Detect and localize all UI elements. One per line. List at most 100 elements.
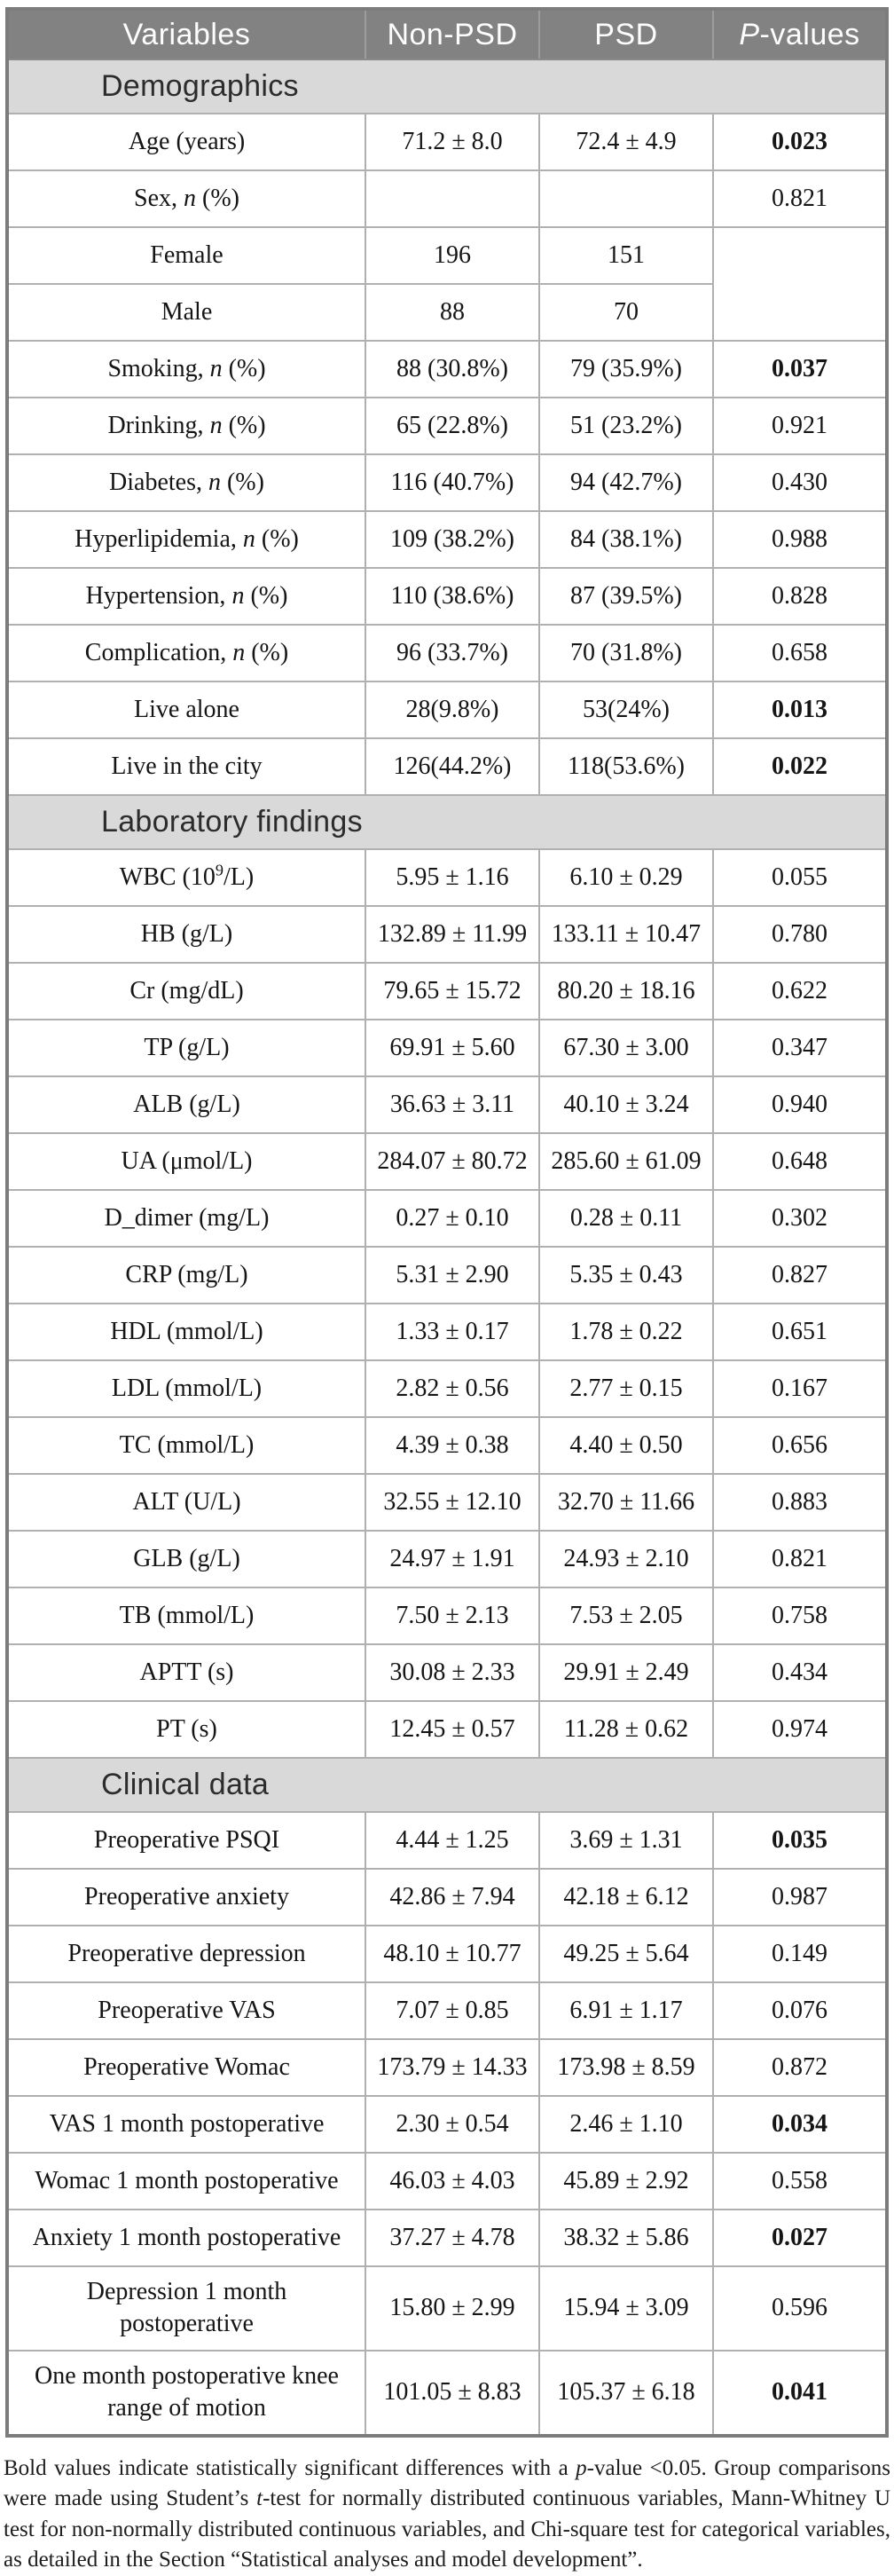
variable-cell: Hypertension, n (%)	[6, 567, 366, 626]
pvalue-cell: 0.758	[712, 1587, 888, 1645]
psd-value-cell: 70 (31.8%)	[538, 624, 714, 682]
variable-cell: One month postoperative knee range of mo…	[6, 2349, 366, 2437]
variable-cell: Depression 1 month postoperative	[6, 2265, 366, 2351]
variable-cell: HB (g/L)	[6, 905, 366, 964]
variable-cell: HDL (mmol/L)	[6, 1303, 366, 1361]
variable-cell: Preoperative Womac	[6, 2038, 366, 2097]
nonpsd-value-cell: 101.05 ± 8.83	[365, 2349, 540, 2437]
psd-value-cell: 29.91 ± 2.49	[538, 1643, 714, 1702]
section-title: Demographics	[6, 59, 888, 114]
psd-value-cell: 53(24%)	[538, 681, 714, 739]
nonpsd-value-cell: 37.27 ± 4.78	[365, 2209, 540, 2267]
table-row: HDL (mmol/L) 1.33 ± 0.17 1.78 ± 0.22 0.651	[6, 1303, 888, 1361]
pvalue-cell: 0.921	[712, 397, 888, 455]
nonpsd-value-cell: 88	[365, 283, 540, 342]
variable-cell: CRP (mg/L)	[6, 1246, 366, 1304]
table-row: HB (g/L) 132.89 ± 11.99 133.11 ± 10.47 0.78…	[6, 905, 888, 964]
variable-cell: Cr (mg/dL)	[6, 962, 366, 1020]
variable-cell: Live in the city	[6, 737, 366, 796]
table-row: VAS 1 month postoperative 2.30 ± 0.54 2.46…	[6, 2095, 888, 2154]
pvalue-cell: 0.780	[712, 905, 888, 964]
pvalue-cell: 0.167	[712, 1359, 888, 1418]
nonpsd-value-cell: 4.44 ± 1.25	[365, 1811, 540, 1870]
nonpsd-value-cell: 0.27 ± 0.10	[365, 1189, 540, 1248]
psd-value-cell: 4.40 ± 0.50	[538, 1416, 714, 1475]
pvalue-cell: 0.013	[712, 681, 888, 739]
pvalue-cell: 0.347	[712, 1019, 888, 1077]
variable-cell: D_dimer (mg/L)	[6, 1189, 366, 1248]
table-row: Depression 1 month postoperative 15.80 ± …	[6, 2265, 888, 2351]
pvalue-cell: 0.648	[712, 1132, 888, 1191]
nonpsd-value-cell: 109 (38.2%)	[365, 510, 540, 569]
psd-value-cell: 6.10 ± 0.29	[538, 848, 714, 907]
pvalue-cell: 0.558	[712, 2152, 888, 2210]
pvalue-cell: 0.658	[712, 624, 888, 682]
psd-value-cell: 0.28 ± 0.11	[538, 1189, 714, 1248]
variable-cell: ALB (g/L)	[6, 1075, 366, 1134]
psd-value-cell: 32.70 ± 11.66	[538, 1473, 714, 1532]
table-row: UA (μmol/L) 284.07 ± 80.72 285.60 ± 61.09 0…	[6, 1132, 888, 1191]
table-row: TB (mmol/L) 7.50 ± 2.13 7.53 ± 2.05 0.758	[6, 1587, 888, 1645]
pvalue-cell: 0.034	[712, 2095, 888, 2154]
variable-cell: Sex, n (%)	[6, 169, 366, 228]
pvalue-cell: 0.987	[712, 1868, 888, 1926]
variable-cell: TP (g/L)	[6, 1019, 366, 1077]
psd-value-cell: 45.89 ± 2.92	[538, 2152, 714, 2210]
table-row: TC (mmol/L) 4.39 ± 0.38 4.40 ± 0.50 0.656	[6, 1416, 888, 1475]
pvalue-cell: 0.055	[712, 848, 888, 907]
section-row: Laboratory findings	[6, 794, 888, 850]
variable-cell: Female	[6, 226, 366, 285]
pvalue-cell: 0.622	[712, 962, 888, 1020]
table-row: WBC (109/L) 5.95 ± 1.16 6.10 ± 0.29 0.055	[6, 848, 888, 907]
psd-value-cell: 67.30 ± 3.00	[538, 1019, 714, 1077]
variable-cell: Age (years)	[6, 113, 366, 171]
psd-value-cell: 11.28 ± 0.62	[538, 1700, 714, 1759]
pvalue-cell: 0.037	[712, 340, 888, 398]
variable-cell: Preoperative VAS	[6, 1981, 366, 2040]
pvalue-cell: 0.988	[712, 510, 888, 569]
nonpsd-value-cell: 110 (38.6%)	[365, 567, 540, 626]
nonpsd-value-cell: 88 (30.8%)	[365, 340, 540, 398]
table-row: Preoperative VAS 7.07 ± 0.85 6.91 ± 1.17 0.…	[6, 1981, 888, 2040]
table-row: GLB (g/L) 24.97 ± 1.91 24.93 ± 2.10 0.821	[6, 1530, 888, 1588]
nonpsd-value-cell: 5.31 ± 2.90	[365, 1246, 540, 1304]
variable-cell: LDL (mmol/L)	[6, 1359, 366, 1418]
nonpsd-value-cell: 4.39 ± 0.38	[365, 1416, 540, 1475]
column-header-variables: Variables	[6, 8, 366, 60]
table-row: Preoperative Womac 173.79 ± 14.33 173.98 ±…	[6, 2038, 888, 2097]
table-row: TP (g/L) 69.91 ± 5.60 67.30 ± 3.00 0.347	[6, 1019, 888, 1077]
psd-value-cell: 2.46 ± 1.10	[538, 2095, 714, 2154]
psd-value-cell: 84 (38.1%)	[538, 510, 714, 569]
psd-value-cell: 38.32 ± 5.86	[538, 2209, 714, 2267]
nonpsd-value-cell: 2.82 ± 0.56	[365, 1359, 540, 1418]
psd-value-cell: 5.35 ± 0.43	[538, 1246, 714, 1304]
table-row: Sex, n (%) 0.821	[6, 169, 888, 228]
psd-value-cell: 3.69 ± 1.31	[538, 1811, 714, 1870]
pvalue-cell: 0.035	[712, 1811, 888, 1870]
psd-value-cell: 2.77 ± 0.15	[538, 1359, 714, 1418]
psd-value-cell: 6.91 ± 1.17	[538, 1981, 714, 2040]
pvalue-cell: 0.027	[712, 2209, 888, 2267]
nonpsd-value-cell: 30.08 ± 2.33	[365, 1643, 540, 1702]
variable-cell: Diabetes, n (%)	[6, 453, 366, 512]
table-row: APTT (s) 30.08 ± 2.33 29.91 ± 2.49 0.434	[6, 1643, 888, 1702]
psd-value-cell: 51 (23.2%)	[538, 397, 714, 455]
nonpsd-value-cell: 48.10 ± 10.77	[365, 1925, 540, 1983]
nonpsd-value-cell: 15.80 ± 2.99	[365, 2265, 540, 2351]
pvalue-cell: 0.302	[712, 1189, 888, 1248]
variable-cell: Live alone	[6, 681, 366, 739]
psd-value-cell: 72.4 ± 4.9	[538, 113, 714, 171]
variable-cell: WBC (109/L)	[6, 848, 366, 907]
table-row: Male 88 70	[6, 283, 887, 342]
psd-value-cell	[538, 169, 714, 228]
pvalue-cell: 0.651	[712, 1303, 888, 1361]
psd-value-cell: 70	[538, 283, 714, 342]
variable-cell: UA (μmol/L)	[6, 1132, 366, 1191]
table-footnote: Bold values indicate statistically signi…	[4, 2455, 891, 2572]
nonpsd-value-cell: 71.2 ± 8.0	[365, 113, 540, 171]
variable-cell: Drinking, n (%)	[6, 397, 366, 455]
psd-value-cell: 49.25 ± 5.64	[538, 1925, 714, 1983]
table-row: PT (s) 12.45 ± 0.57 11.28 ± 0.62 0.974	[6, 1700, 888, 1759]
table-row: Preoperative PSQI 4.44 ± 1.25 3.69 ± 1.31 0…	[6, 1811, 888, 1870]
psd-value-cell: 87 (39.5%)	[538, 567, 714, 626]
